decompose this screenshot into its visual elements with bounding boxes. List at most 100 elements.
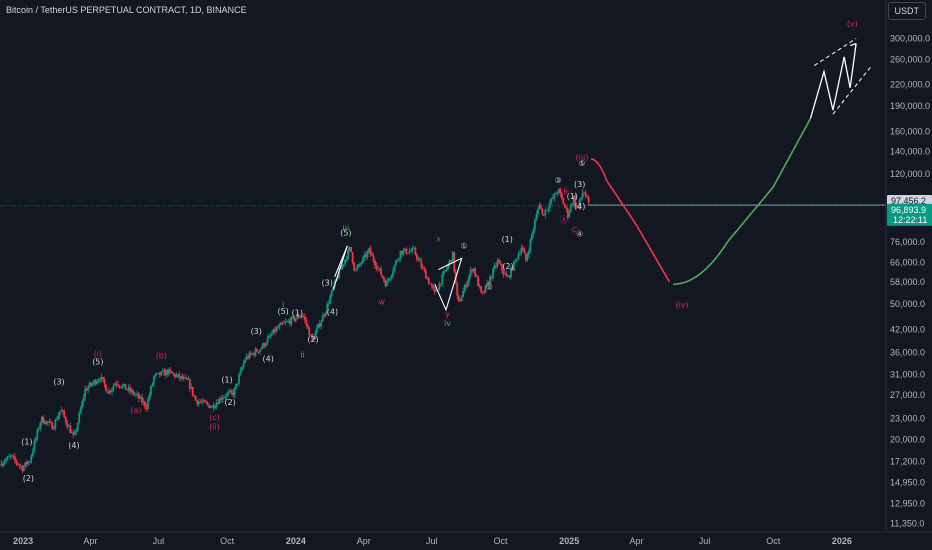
candle-body [368, 248, 370, 252]
candle-body [233, 388, 236, 396]
candle-body [78, 413, 81, 423]
candle-body [516, 259, 518, 261]
wave-v-arrowhead [849, 42, 857, 50]
candle-body [158, 372, 161, 376]
candle-body [402, 250, 405, 255]
y-tick-label: 160,000.0 [890, 127, 930, 137]
wave-label: (5) [92, 357, 103, 366]
candle-body [250, 352, 252, 355]
candle-body [296, 315, 299, 319]
candle-body [469, 269, 472, 276]
candle-body [562, 198, 565, 204]
x-tick-label: Jul [426, 536, 438, 546]
candle-body [457, 295, 460, 301]
candle-body [223, 396, 226, 398]
candle-body [363, 254, 366, 258]
candle-body [430, 284, 433, 286]
candle-body [277, 327, 279, 329]
candle-body [33, 441, 36, 451]
candle-body [324, 312, 327, 316]
candle-body [115, 383, 118, 385]
candle-body [281, 322, 284, 324]
candle-body [218, 398, 221, 404]
candle-body [338, 268, 341, 279]
candle-body [519, 253, 521, 255]
candle-body [178, 374, 181, 379]
candle-body [90, 382, 93, 385]
candle-body [40, 416, 43, 423]
wave-label: (1) [21, 438, 32, 447]
wave-label: (b) [156, 352, 167, 361]
candle-body [421, 267, 424, 268]
y-tick-label: 27,000.0 [890, 390, 925, 400]
candle-body [28, 461, 31, 463]
candle-body [498, 260, 500, 263]
wave-label: ③ [554, 176, 561, 185]
candle-body [69, 425, 72, 434]
candle-body [435, 291, 438, 293]
candle-body [215, 402, 218, 407]
candle-body [97, 379, 100, 382]
candle-body [445, 268, 448, 271]
candle-body [185, 377, 188, 380]
candle-body [496, 260, 499, 267]
candle-body [380, 268, 382, 276]
candle-body [395, 260, 397, 266]
candle-body [236, 383, 239, 385]
wave-label: (a) [130, 406, 141, 415]
candle-body [581, 192, 584, 198]
candle-body [227, 392, 230, 394]
candle-body [269, 335, 272, 337]
candle-body [542, 214, 545, 216]
candle-body [411, 248, 414, 251]
candle-body [173, 373, 176, 377]
candle-body [315, 328, 318, 333]
y-tick-label: 120,000.0 [890, 169, 930, 179]
candle-body [484, 285, 487, 293]
candle-body [43, 423, 46, 425]
y-tick-label: 20,000.0 [890, 434, 925, 444]
candle-body [14, 456, 16, 461]
candle-body [381, 275, 384, 278]
candle-body [121, 385, 124, 388]
candle-body [45, 421, 48, 425]
candle-body [444, 270, 447, 272]
candle-body [383, 277, 385, 281]
candle-body [459, 300, 462, 302]
candle-body [392, 271, 394, 276]
candle-body [406, 253, 409, 255]
drawing-wedge-0 [332, 245, 348, 290]
wave-label: (2) [307, 335, 318, 344]
candle-body [20, 465, 22, 467]
candle-body [538, 204, 541, 209]
candle-body [238, 374, 240, 384]
currency-button[interactable]: USDT [887, 2, 926, 20]
candle-body [439, 283, 442, 285]
candle-body [85, 388, 88, 391]
candle-body [58, 411, 61, 416]
candle-body [285, 321, 288, 323]
candle-body [254, 349, 257, 356]
wave-label: (v) [847, 20, 858, 29]
wave-label: (1) [292, 308, 303, 317]
candle-body [465, 284, 468, 287]
wave-label: (1) [567, 192, 578, 201]
candle-body [194, 396, 197, 401]
wave-label: (4) [327, 308, 338, 317]
candle-body [550, 198, 553, 203]
candles [0, 187, 590, 473]
candle-body [374, 260, 376, 266]
wave-label: (iv) [675, 301, 688, 310]
candle-body [202, 400, 205, 402]
candle-body [348, 247, 351, 251]
candle-body [84, 388, 87, 398]
candle-body [272, 329, 275, 334]
wave-label: Ⓐ [560, 216, 568, 225]
candle-body [179, 376, 182, 379]
candle-body [48, 421, 51, 423]
wave-label: (iii) [575, 153, 588, 162]
candle-body [93, 380, 96, 384]
candle-body [378, 268, 381, 269]
